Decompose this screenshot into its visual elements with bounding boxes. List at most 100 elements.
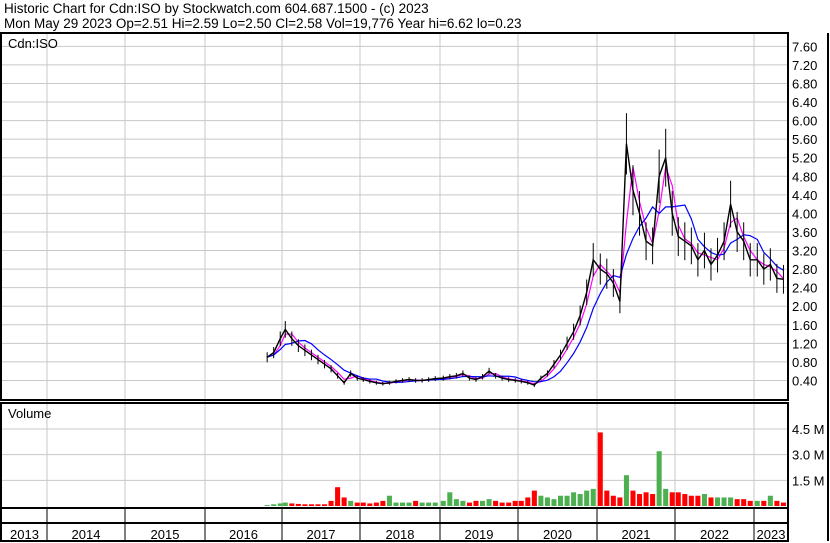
volume-bar — [656, 451, 662, 506]
price-pane-frame — [0, 32, 789, 401]
year-label: 2015 — [151, 527, 180, 542]
volume-bar — [413, 500, 419, 506]
volume-bar — [774, 500, 780, 506]
volume-bar — [701, 494, 707, 506]
year-label: 2023 — [757, 527, 786, 542]
price-tick-label: 3.20 — [792, 244, 817, 259]
volume-bar — [531, 490, 537, 506]
volume-bar — [538, 495, 544, 506]
volume-bar — [493, 500, 499, 506]
volume-bar — [715, 497, 721, 506]
volume-bar — [473, 500, 479, 506]
price-tick-label: 6.80 — [792, 76, 817, 91]
quote-line: Mon May 29 2023 Op=2.51 Hi=2.59 Lo=2.50 … — [4, 16, 522, 31]
volume-bar — [610, 495, 616, 506]
year-label: 2022 — [700, 527, 729, 542]
volume-bar — [767, 495, 773, 506]
volume-bar — [721, 497, 727, 506]
volume-bar — [480, 500, 486, 506]
price-tick-label: 6.00 — [792, 114, 817, 129]
volume-bar — [590, 488, 596, 506]
volume-bar — [754, 500, 760, 506]
volume-bar — [386, 495, 392, 506]
volume-bar — [499, 502, 505, 506]
volume-bar — [393, 502, 399, 506]
volume-bar — [277, 503, 283, 506]
year-label: 2019 — [465, 527, 494, 542]
volume-bar — [518, 500, 524, 506]
volume-bar — [308, 504, 314, 506]
volume-bar — [271, 504, 277, 506]
volume-bar — [282, 502, 288, 506]
volume-bar — [525, 497, 531, 506]
volume-bar — [460, 500, 466, 506]
volume-bar — [584, 490, 590, 506]
volume-bar — [637, 494, 643, 506]
volume-pane-frame — [0, 402, 789, 509]
volume-bar — [341, 497, 347, 506]
volume-bar — [335, 487, 341, 506]
volume-bar — [447, 492, 453, 506]
volume-bar — [741, 499, 747, 506]
volume-bar — [440, 500, 446, 506]
price-tick-label: 1.60 — [792, 318, 817, 333]
volume-tick-label: 1.5 M — [792, 473, 825, 488]
volume-bar — [506, 502, 512, 506]
price-tick-label: 6.40 — [792, 95, 817, 110]
volume-tick-label: 4.5 M — [792, 422, 825, 437]
price-tick-label: 5.60 — [792, 132, 817, 147]
volume-bar — [426, 502, 432, 506]
volume-bar — [551, 499, 557, 506]
price-tick-label: 3.60 — [792, 225, 817, 240]
volume-bar — [669, 492, 675, 506]
volume-bar — [367, 503, 373, 506]
volume-bar — [695, 495, 701, 506]
ma-short-line — [266, 166, 784, 385]
volume-bar — [289, 503, 295, 506]
volume-bar — [571, 492, 577, 506]
price-tick-label: 7.60 — [792, 39, 817, 54]
volume-bar — [354, 502, 360, 506]
volume-bar — [419, 502, 425, 506]
volume-bar — [747, 500, 753, 506]
volume-bar — [328, 500, 334, 506]
price-tick-label: 5.20 — [792, 151, 817, 166]
volume-bar — [564, 495, 570, 506]
price-tick-label: 4.00 — [792, 206, 817, 221]
price-tick-label: 4.40 — [792, 188, 817, 203]
volume-bar — [604, 490, 610, 506]
year-label: 2018 — [386, 527, 415, 542]
price-tick-label: 1.20 — [792, 336, 817, 351]
volume-bar — [643, 492, 649, 506]
volume-pane-label: Volume — [8, 406, 51, 421]
volume-bar — [650, 494, 656, 506]
volume-bar — [734, 499, 740, 506]
price-tick-label: 7.20 — [792, 58, 817, 73]
volume-bar — [360, 502, 366, 506]
volume-bar — [302, 504, 308, 506]
chart-title: Historic Chart for Cdn:ISO by Stockwatch… — [4, 1, 429, 16]
volume-bar — [400, 502, 406, 506]
volume-bar — [295, 503, 301, 506]
year-label: 2017 — [307, 527, 336, 542]
volume-bar — [322, 504, 328, 506]
volume-bar — [577, 494, 583, 506]
volume-bar — [406, 502, 412, 506]
volume-bar — [663, 488, 669, 506]
volume-bar — [373, 502, 379, 506]
year-label: 2014 — [72, 527, 101, 542]
volume-bar — [453, 499, 459, 506]
volume-bar — [617, 497, 623, 506]
price-tick-label: 4.80 — [792, 169, 817, 184]
price-tick-label: 0.80 — [792, 355, 817, 370]
volume-bar — [708, 497, 714, 506]
volume-bar — [630, 490, 636, 506]
volume-bar — [688, 495, 694, 506]
x-axis-band — [0, 507, 789, 542]
volume-bar — [486, 499, 492, 506]
volume-tick-label: 3.0 M — [792, 448, 825, 463]
volume-bar — [544, 497, 550, 506]
volume-bar — [682, 494, 688, 506]
